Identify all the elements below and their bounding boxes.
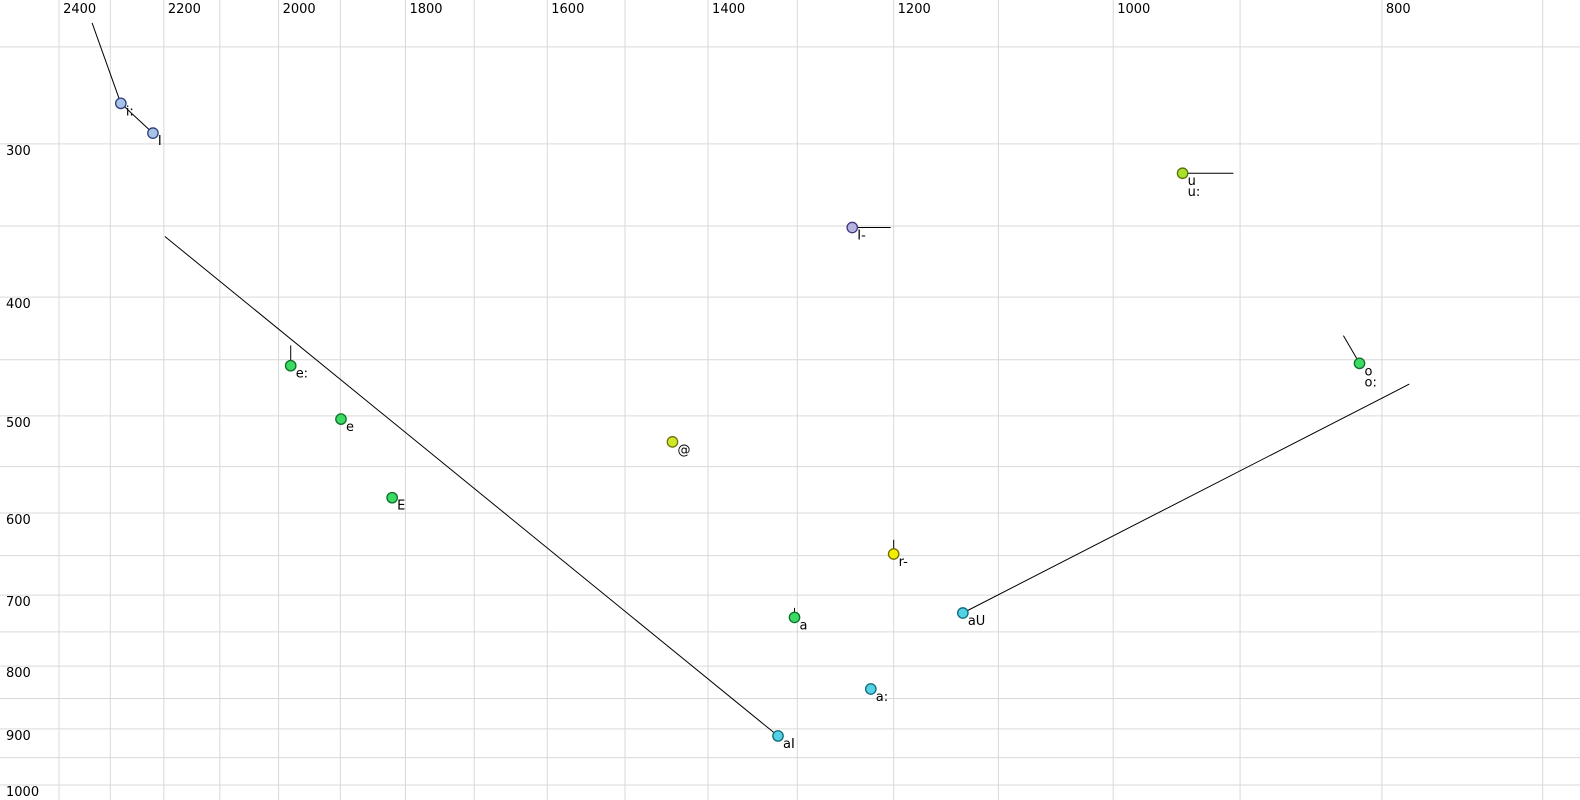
- x-axis-tick-label: 1000: [1117, 2, 1150, 17]
- vowel-point: [788, 611, 801, 624]
- x-axis-tick-label: 2200: [168, 2, 201, 17]
- vowel-point: [1353, 357, 1366, 370]
- y-axis-tick-label: 500: [6, 416, 31, 431]
- y-axis-tick-label: 800: [6, 666, 31, 681]
- vowel-point-label: aU: [968, 614, 985, 629]
- x-axis-tick-label: 2000: [283, 2, 316, 17]
- vowel-point-label: e: [346, 420, 354, 435]
- x-axis-tick-label: 2400: [63, 2, 96, 17]
- y-axis-tick-label: 900: [6, 729, 31, 744]
- vowel-point-label: I: [158, 134, 162, 149]
- vowel-point: [114, 97, 127, 110]
- vowel-point-label: a: [800, 618, 808, 633]
- vowel-point: [386, 491, 399, 504]
- y-axis-tick-label: 700: [6, 595, 31, 610]
- vowel-point-label: @: [677, 443, 690, 458]
- vowel-point: [956, 607, 969, 619]
- trajectory-line: [164, 236, 779, 737]
- y-axis-tick-label: 600: [6, 513, 31, 528]
- vowel-point-label: u:: [1188, 185, 1201, 200]
- y-axis-tick-label: 1000: [6, 785, 39, 800]
- vowel-point: [335, 413, 347, 425]
- x-axis-tick-label: 1600: [551, 2, 584, 17]
- vowel-point: [147, 127, 159, 139]
- vowel-point: [666, 436, 679, 448]
- vowel-point: [1176, 167, 1189, 180]
- vowel-point-label: E: [397, 499, 405, 514]
- x-axis-tick-label: 1400: [712, 2, 745, 17]
- vowel-point-label: a:: [876, 690, 888, 705]
- vowel-point-label: o:: [1365, 375, 1377, 390]
- vowel-point-label: I-: [857, 229, 866, 244]
- vowel-point-label: o: [1365, 364, 1373, 379]
- trajectory-line: [962, 383, 1410, 614]
- x-axis-tick-label: 1800: [409, 2, 442, 17]
- vowel-point-label: r-: [899, 555, 909, 570]
- vowel-point-label: u: [1188, 174, 1196, 189]
- vowel-point: [846, 221, 859, 234]
- vowel-point-label: e:: [296, 367, 308, 382]
- x-axis-tick-label: 1200: [898, 2, 931, 17]
- x-axis-tick-label: 800: [1386, 2, 1411, 17]
- vowel-point: [864, 683, 877, 695]
- vowel-point: [887, 548, 900, 560]
- vowel-point: [772, 730, 784, 742]
- y-axis-tick-label: 300: [6, 144, 31, 159]
- vowel-point: [284, 359, 297, 372]
- vowel-point-label: aI: [783, 737, 795, 752]
- y-axis-tick-label: 400: [6, 297, 31, 312]
- vowel-point-label: i:: [126, 104, 134, 119]
